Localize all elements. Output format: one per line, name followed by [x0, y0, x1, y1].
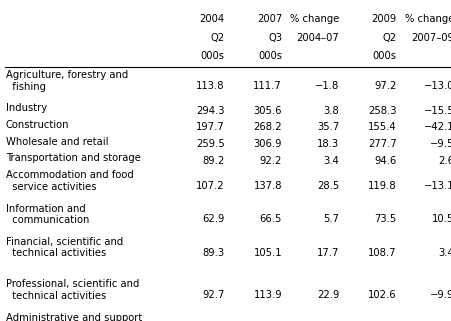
Text: Information and
  communication: Information and communication [6, 204, 89, 225]
Text: 3.4: 3.4 [323, 156, 339, 166]
Text: −42.1: −42.1 [423, 122, 451, 133]
Text: 2.6: 2.6 [437, 156, 451, 166]
Text: 197.7: 197.7 [195, 122, 224, 133]
Text: 92.7: 92.7 [202, 290, 224, 300]
Text: 137.8: 137.8 [253, 181, 281, 191]
Text: Financial, scientific and
  technical activities: Financial, scientific and technical acti… [6, 237, 123, 258]
Text: 89.2: 89.2 [202, 156, 224, 166]
Text: Q3: Q3 [267, 32, 281, 43]
Text: Agriculture, forestry and
  fishing: Agriculture, forestry and fishing [6, 70, 128, 91]
Text: 268.2: 268.2 [253, 122, 281, 133]
Text: Industry: Industry [6, 103, 47, 113]
Text: 94.6: 94.6 [374, 156, 396, 166]
Text: 2009: 2009 [371, 14, 396, 24]
Text: 28.5: 28.5 [317, 181, 339, 191]
Text: 73.5: 73.5 [374, 214, 396, 224]
Text: 2004: 2004 [199, 14, 224, 24]
Text: 22.9: 22.9 [316, 290, 339, 300]
Text: 000s: 000s [258, 51, 281, 61]
Text: 35.7: 35.7 [317, 122, 339, 133]
Text: 18.3: 18.3 [317, 139, 339, 149]
Text: 3.4: 3.4 [437, 247, 451, 258]
Text: 305.6: 305.6 [253, 106, 281, 116]
Text: 258.3: 258.3 [368, 106, 396, 116]
Text: −9.9: −9.9 [429, 290, 451, 300]
Text: 17.7: 17.7 [316, 247, 339, 258]
Text: 277.7: 277.7 [367, 139, 396, 149]
Text: 155.4: 155.4 [368, 122, 396, 133]
Text: 105.1: 105.1 [253, 247, 281, 258]
Text: 5.7: 5.7 [323, 214, 339, 224]
Text: Administrative and support
  service activities: Administrative and support service activ… [6, 313, 142, 321]
Text: 113.9: 113.9 [253, 290, 281, 300]
Text: Construction: Construction [6, 120, 69, 130]
Text: 294.3: 294.3 [196, 106, 224, 116]
Text: −9.5: −9.5 [429, 139, 451, 149]
Text: Wholesale and retail: Wholesale and retail [6, 137, 108, 147]
Text: 000s: 000s [372, 51, 396, 61]
Text: −15.5: −15.5 [423, 106, 451, 116]
Text: 97.2: 97.2 [373, 81, 396, 91]
Text: Q2: Q2 [382, 32, 396, 43]
Text: 10.5: 10.5 [431, 214, 451, 224]
Text: 108.7: 108.7 [368, 247, 396, 258]
Text: 62.9: 62.9 [202, 214, 224, 224]
Text: 2004–07: 2004–07 [296, 32, 339, 43]
Text: −1.8: −1.8 [314, 81, 339, 91]
Text: 000s: 000s [200, 51, 224, 61]
Text: 2007: 2007 [256, 14, 281, 24]
Text: −13.1: −13.1 [423, 181, 451, 191]
Text: −13.0: −13.0 [423, 81, 451, 91]
Text: 89.3: 89.3 [202, 247, 224, 258]
Text: 107.2: 107.2 [196, 181, 224, 191]
Text: % change: % change [404, 14, 451, 24]
Text: 306.9: 306.9 [253, 139, 281, 149]
Text: 102.6: 102.6 [368, 290, 396, 300]
Text: Transportation and storage: Transportation and storage [6, 153, 140, 163]
Text: 113.8: 113.8 [196, 81, 224, 91]
Text: 259.5: 259.5 [195, 139, 224, 149]
Text: 66.5: 66.5 [259, 214, 281, 224]
Text: % change: % change [290, 14, 339, 24]
Text: Accommodation and food
  service activities: Accommodation and food service activitie… [6, 170, 133, 192]
Text: Q2: Q2 [210, 32, 224, 43]
Text: 92.2: 92.2 [259, 156, 281, 166]
Text: 111.7: 111.7 [253, 81, 281, 91]
Text: 119.8: 119.8 [368, 181, 396, 191]
Text: 2007–09: 2007–09 [410, 32, 451, 43]
Text: Professional, scientific and
  technical activities: Professional, scientific and technical a… [6, 279, 139, 301]
Text: 3.8: 3.8 [323, 106, 339, 116]
